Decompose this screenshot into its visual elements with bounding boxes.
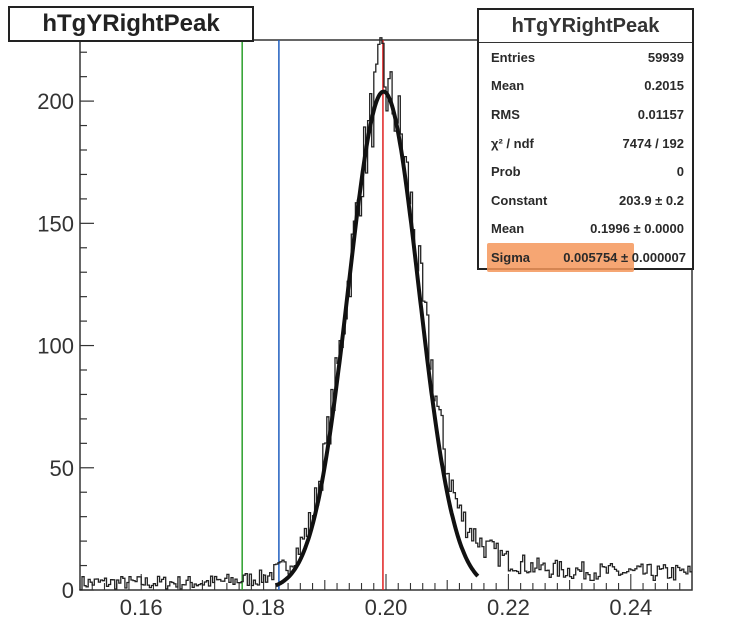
y-tick-label: 50 [50, 456, 74, 481]
stat-label: RMS [491, 106, 520, 122]
stats-row-fit-mean: Mean 0.1996 ± 0.0000 [479, 215, 692, 244]
stats-row-rms: RMS 0.01157 [479, 100, 692, 129]
stat-label: Mean [491, 221, 525, 237]
stat-label: χ² / ndf [491, 135, 534, 151]
stat-label: Prob [491, 164, 521, 180]
stat-label: Mean [491, 78, 525, 94]
stats-row-mean: Mean 0.2015 [479, 72, 692, 101]
y-tick-label: 0 [62, 578, 74, 603]
stats-row-chi2: χ² / ndf 7474 / 192 [479, 129, 692, 158]
stats-row-constant: Constant 203.9 ± 0.2 [479, 186, 692, 215]
stat-label: Sigma [491, 249, 531, 265]
stat-label: Entries [491, 49, 536, 65]
stat-value: 0 [676, 164, 684, 180]
stat-value: 0.005754 ± 0.000007 [563, 249, 686, 265]
stats-row-entries: Entries 59939 [479, 43, 692, 72]
gaussian-fit-curve [274, 89, 480, 588]
x-tick-label: 0.18 [242, 595, 285, 619]
stat-value: 59939 [647, 49, 684, 65]
stat-value: 0.01157 [637, 106, 684, 122]
x-tick-label: 0.20 [365, 595, 408, 619]
chart-title: hTgYRightPeak [8, 6, 254, 42]
stats-box: hTgYRightPeak Entries 59939 Mean 0.2015 … [477, 8, 694, 272]
stats-row-prob: Prob 0 [479, 157, 692, 186]
stat-label: Constant [491, 192, 548, 208]
y-tick-label: 100 [37, 334, 74, 359]
stats-row-sigma: Sigma 0.005754 ± 0.000007 [487, 243, 686, 272]
stats-title: hTgYRightPeak [479, 10, 692, 43]
x-tick-label: 0.16 [120, 595, 163, 619]
y-tick-label: 200 [37, 89, 74, 114]
stat-value: 203.9 ± 0.2 [619, 192, 684, 208]
y-tick-label: 150 [37, 211, 74, 236]
stat-value: 7474 / 192 [622, 135, 684, 151]
x-tick-label: 0.22 [487, 595, 530, 619]
x-tick-label: 0.24 [609, 595, 652, 619]
histogram-series [79, 37, 692, 591]
stat-value: 0.2015 [644, 78, 684, 94]
stat-value: 0.1996 ± 0.0000 [590, 221, 684, 237]
